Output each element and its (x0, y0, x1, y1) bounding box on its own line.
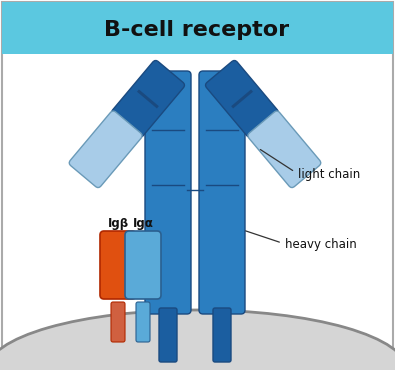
FancyBboxPatch shape (137, 90, 159, 108)
Text: heavy chain: heavy chain (285, 238, 357, 250)
Text: light chain: light chain (298, 168, 360, 181)
FancyBboxPatch shape (205, 60, 278, 137)
FancyBboxPatch shape (112, 60, 184, 137)
FancyBboxPatch shape (69, 111, 142, 188)
FancyBboxPatch shape (248, 111, 321, 188)
FancyBboxPatch shape (2, 2, 393, 368)
FancyBboxPatch shape (213, 308, 231, 362)
Ellipse shape (0, 310, 395, 370)
Text: Igα: Igα (133, 217, 153, 230)
FancyBboxPatch shape (100, 231, 136, 299)
FancyBboxPatch shape (145, 71, 191, 314)
FancyBboxPatch shape (159, 308, 177, 362)
FancyBboxPatch shape (2, 2, 393, 54)
FancyBboxPatch shape (136, 302, 150, 342)
Text: B-cell receptor: B-cell receptor (104, 20, 290, 40)
Text: Igβ: Igβ (107, 217, 128, 230)
FancyBboxPatch shape (231, 90, 253, 108)
FancyBboxPatch shape (199, 71, 245, 314)
FancyBboxPatch shape (111, 302, 125, 342)
FancyBboxPatch shape (125, 231, 161, 299)
